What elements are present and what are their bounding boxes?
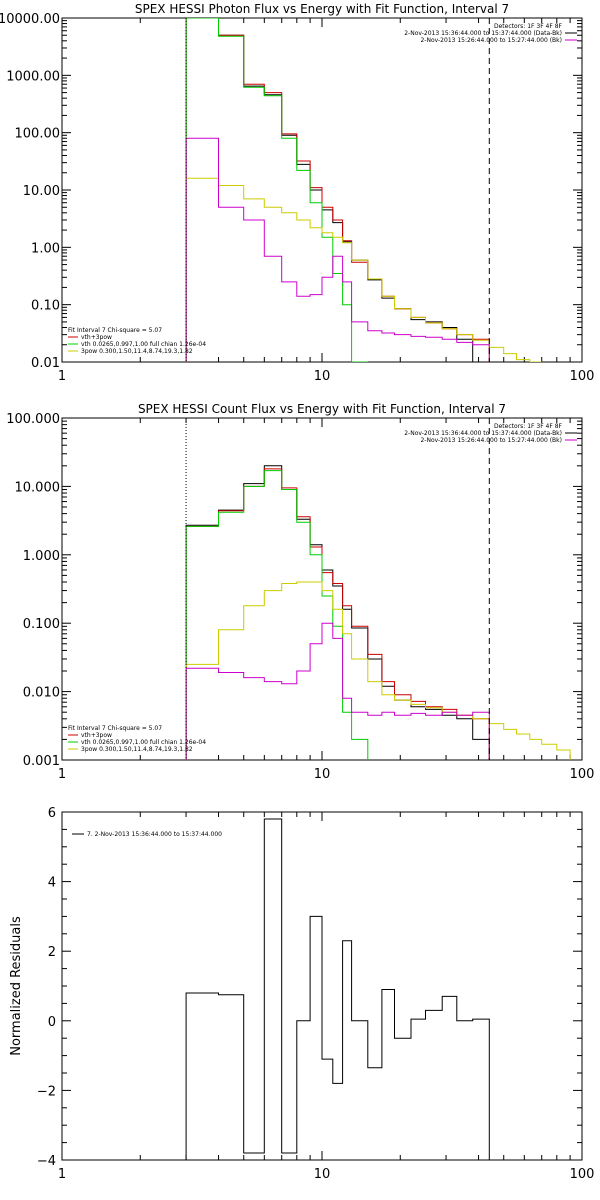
y-tick-label: 100.00: [15, 127, 61, 142]
legend-top-text: Detectors: 1F 3F 4F 8F: [494, 23, 563, 30]
y-tick-label: 1.00: [31, 241, 60, 256]
legend-bottom-text: 3pow 0.300,1.50,11.4,8.74,19.3,1.82: [81, 746, 193, 753]
y-tick-label: −4: [37, 1154, 56, 1169]
chart-panel-3: 1 10 100 −4 −2 0 2 4 6 Normalized Residuals 7. 2-N…: [9, 806, 594, 1182]
series-group: [185, 465, 571, 760]
x-tick-label: 100: [570, 767, 595, 782]
y-tick-label: 4: [48, 876, 56, 891]
legend-bottom-text: vth+3pow: [81, 732, 112, 739]
y-tick-label: 0.001: [23, 754, 60, 769]
y-tick-label: −2: [37, 1084, 56, 1099]
series-data-bk: [185, 465, 490, 760]
series-bk: [185, 622, 490, 760]
x-tick-label: 100: [570, 1167, 595, 1182]
series-group: [185, 18, 542, 362]
y-tick-label: 0.10: [31, 299, 60, 314]
x-tick-label: 10: [314, 1167, 331, 1182]
y-tick-label: 10000.00: [0, 12, 60, 27]
series-vth: [185, 470, 369, 760]
y-tick-label: 6: [48, 806, 56, 821]
legend-top-text: 2-Nov-2013 15:36:44.000 to 15:37:44.000 …: [404, 430, 562, 437]
series-bk: [185, 137, 490, 362]
legend-bottom-text: vth 0.0265,0.997,1.00 full chian 1.26e-0…: [81, 341, 206, 348]
x-tick-label: 100: [570, 369, 595, 384]
x-tick-label: 10: [314, 767, 331, 782]
y-tick-label: 2: [48, 945, 56, 960]
chart-panel-1: SPEX HESSI Photon Flux vs Energy with Fi…: [0, 2, 594, 384]
chart-panel-2: SPEX HESSI Count Flux vs Energy with Fit…: [6, 402, 594, 782]
legend-bottom-text: 3pow 0.300,1.50,11.4,8.74,19.3,1.82: [81, 348, 193, 355]
y-tick-label: 10.00: [23, 184, 60, 199]
y-tick-label: 100.000: [6, 412, 60, 427]
series-data-bk: [185, 18, 490, 362]
legend-top-text: Detectors: 1F 3F 4F 8F: [494, 423, 563, 430]
series-3pow: [185, 581, 571, 760]
series-vth-3pow: [185, 18, 490, 362]
legend-bottom-text: Fit Interval 7 Chi-square = 5.07: [68, 725, 162, 732]
chart-title: SPEX HESSI Count Flux vs Energy with Fit…: [138, 402, 506, 416]
y-tick-label: 0.01: [31, 356, 60, 371]
x-tick-label: 1: [58, 369, 66, 384]
x-tick-label: 1: [58, 767, 66, 782]
y-axis-label: Normalized Residuals: [9, 916, 24, 1056]
legend-top-text: 2-Nov-2013 15:36:44.000 to 15:37:44.000 …: [404, 30, 562, 37]
y-tick-label: 1.000: [23, 549, 60, 564]
y-tick-label: 0.100: [23, 617, 60, 632]
series-7-2-nov-2013-15-36-44-000-to-15-37-44-000: [185, 818, 490, 1160]
legend-bottom-text: vth+3pow: [81, 334, 112, 341]
x-tick-label: 1: [58, 1167, 66, 1182]
chart-title: SPEX HESSI Photon Flux vs Energy with Fi…: [135, 2, 509, 16]
legend-top-text: 2-Nov-2013 15:26:44.000 to 15:27:44.000 …: [420, 437, 562, 444]
y-tick-label: 1000.00: [6, 69, 60, 84]
legend-top-text: 2-Nov-2013 15:26:44.000 to 15:27:44.000 …: [420, 37, 562, 44]
y-tick-label: 0.010: [23, 686, 60, 701]
legend-bottom-text: Fit Interval 7 Chi-square = 5.07: [68, 327, 162, 334]
series-group: [185, 818, 490, 1160]
legend-bottom-text: vth 0.0265,0.997,1.00 full chian 1.26e-0…: [81, 739, 206, 746]
series-3pow: [185, 177, 542, 362]
x-tick-label: 10: [314, 369, 331, 384]
series-vth: [185, 18, 368, 362]
y-tick-label: 10.000: [15, 480, 61, 495]
legend-text: 7. 2-Nov-2013 15:36:44.000 to 15:37:44.0…: [87, 831, 222, 838]
y-tick-label: 0: [48, 1015, 56, 1030]
